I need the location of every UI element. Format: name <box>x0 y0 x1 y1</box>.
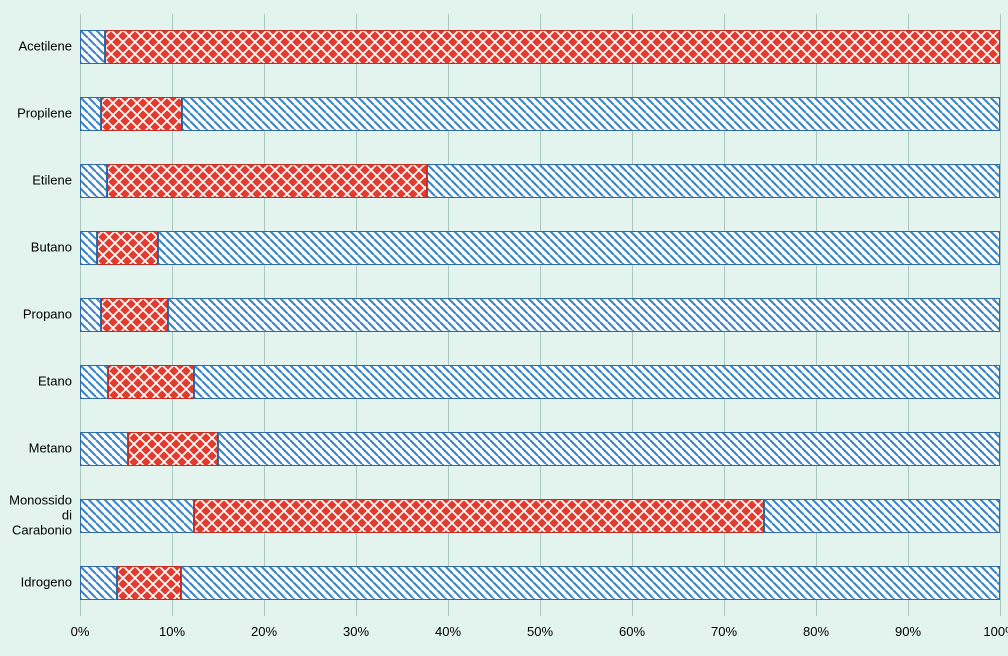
bar-segment <box>80 164 107 198</box>
x-tick-label: 100% <box>983 624 1008 639</box>
x-gridline <box>1000 14 1001 616</box>
bar-row <box>80 432 1000 466</box>
y-tick-label: Idrogeno <box>21 575 72 590</box>
bar-segment <box>218 432 1000 466</box>
bar-segment <box>158 231 1000 265</box>
bar-row <box>80 499 1000 533</box>
bar-segment <box>80 231 97 265</box>
y-tick-label: Metano <box>29 441 72 456</box>
bar-segment <box>80 566 117 600</box>
bar-segment <box>80 97 101 131</box>
bar-segment <box>117 566 181 600</box>
x-tick-label: 20% <box>251 624 277 639</box>
bar-segment <box>168 298 1000 332</box>
bar-segment <box>181 566 1000 600</box>
bar-segment <box>182 97 1000 131</box>
bar-segment <box>80 298 101 332</box>
plot-area <box>80 14 1000 616</box>
bar-segment <box>107 164 427 198</box>
bar-row <box>80 298 1000 332</box>
bar-segment <box>101 298 168 332</box>
y-tick-label: Propilene <box>17 107 72 122</box>
x-tick-label: 70% <box>711 624 737 639</box>
bar-segment <box>427 164 1000 198</box>
bar-segment <box>108 365 194 399</box>
bar-row <box>80 97 1000 131</box>
y-tick-label: Propano <box>23 308 72 323</box>
flammability-chart: 0% 10% 20% 30% 40% 50% 60% 70% 80% 90% 100% Acetile… <box>0 0 1008 656</box>
bar-segment <box>97 231 159 265</box>
bar-segment <box>194 499 764 533</box>
x-tick-label: 40% <box>435 624 461 639</box>
x-tick-label: 0% <box>71 624 90 639</box>
bar-segment <box>80 30 105 64</box>
bar-row <box>80 164 1000 198</box>
bar-segment <box>80 499 194 533</box>
bar-segment <box>194 365 1000 399</box>
bar-segment <box>128 432 218 466</box>
bar-segment <box>80 365 108 399</box>
bar-row <box>80 365 1000 399</box>
x-tick-label: 10% <box>159 624 185 639</box>
bar-segment <box>80 432 128 466</box>
bar-segment <box>764 499 1000 533</box>
bar-row <box>80 231 1000 265</box>
y-tick-label: Acetilene <box>19 40 72 55</box>
y-tick-label: Monossidodi Carabonio <box>0 493 72 538</box>
y-tick-label: Etano <box>38 374 72 389</box>
bar-segment <box>105 30 1000 64</box>
y-tick-label: Etilene <box>32 174 72 189</box>
x-tick-label: 50% <box>527 624 553 639</box>
x-tick-label: 90% <box>895 624 921 639</box>
y-tick-label: Butano <box>31 241 72 256</box>
bar-row <box>80 30 1000 64</box>
x-tick-label: 80% <box>803 624 829 639</box>
bar-segment <box>101 97 182 131</box>
x-tick-label: 60% <box>619 624 645 639</box>
bar-row <box>80 566 1000 600</box>
x-tick-label: 30% <box>343 624 369 639</box>
